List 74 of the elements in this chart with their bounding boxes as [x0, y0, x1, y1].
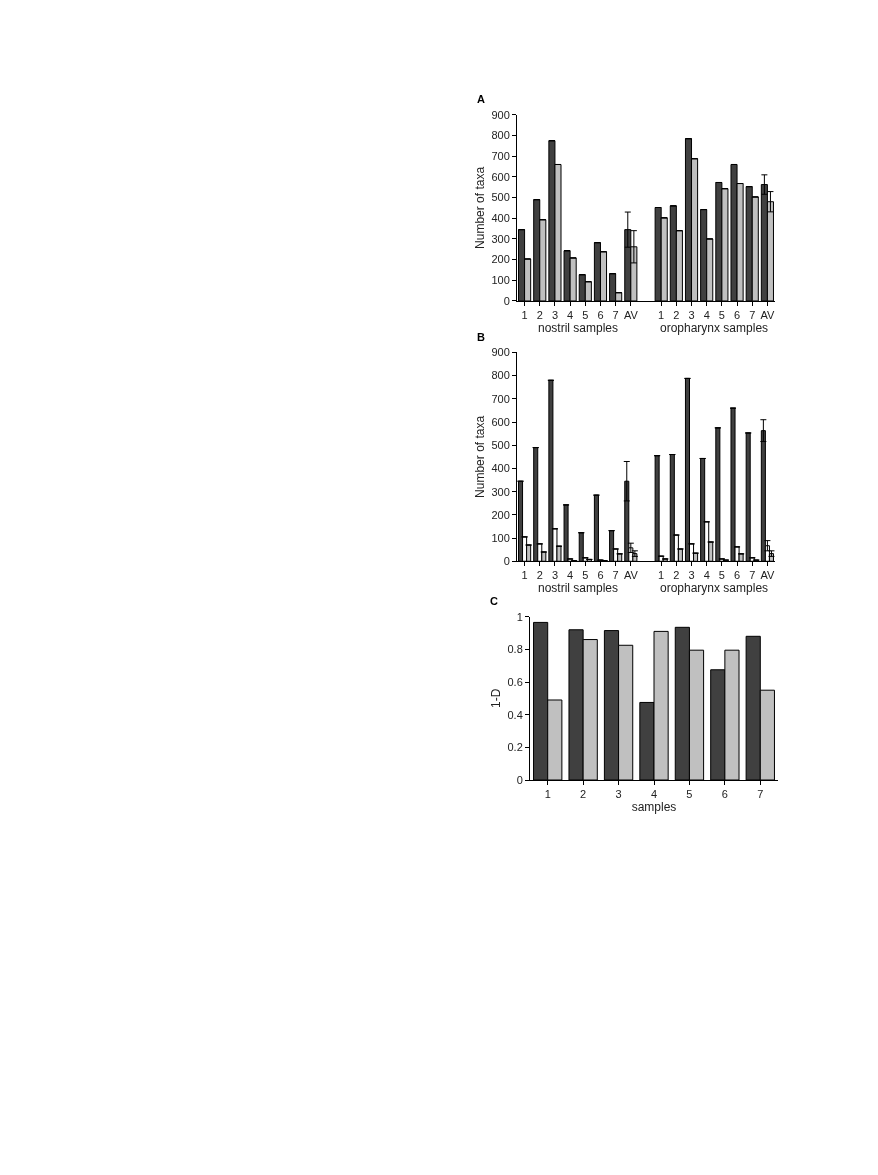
y-tick-label: 600 — [491, 170, 510, 183]
y-tick-label: 0.8 — [507, 643, 523, 656]
x-tick-label: 3 — [551, 309, 558, 322]
text: oropharynx samples — [660, 581, 769, 595]
x-tick-label: 4 — [703, 569, 710, 582]
x-tick-label: 6 — [597, 569, 604, 582]
x-tick-label: 2 — [673, 309, 680, 322]
x-tick-label: 7 — [749, 309, 756, 322]
y-tick-label: 300 — [491, 232, 510, 245]
x-tick-label: 2 — [536, 569, 543, 582]
x-tick-label: 4 — [703, 309, 710, 322]
x-tick-label: AV — [760, 569, 775, 582]
chart-title: C — [490, 595, 498, 607]
y-tick-label: 0 — [516, 773, 523, 786]
y-tick-label: 800 — [491, 369, 510, 382]
y-tick-label: 300 — [491, 485, 510, 498]
y-tick-label: 500 — [491, 439, 510, 452]
y-tick-label: 400 — [491, 212, 510, 225]
x-tick-label: 4 — [567, 569, 574, 582]
x-tick-label: 6 — [597, 309, 604, 322]
chart-title: A — [477, 93, 485, 105]
x-tick-label: 6 — [734, 569, 741, 582]
y-axis-title: 1-D — [488, 688, 503, 709]
text: oropharynx samples — [660, 321, 769, 335]
y-tick-label: 0 — [503, 555, 510, 568]
x-tick-label: AV — [623, 309, 639, 322]
y-tick-label: 700 — [491, 150, 510, 163]
y-tick-label: 0.6 — [507, 675, 523, 688]
x-tick-label: 2 — [536, 309, 543, 322]
x-tick-label: 5 — [718, 309, 725, 322]
y-tick-label: 800 — [491, 129, 510, 142]
x-tick-label: 4 — [567, 309, 574, 322]
y-tick-label: 700 — [491, 392, 510, 405]
x-tick-label: 1 — [658, 569, 665, 582]
y-tick-label: 600 — [491, 415, 510, 428]
y-tick-label: 200 — [491, 508, 510, 521]
x-tick-label: 7 — [612, 309, 619, 322]
y-tick-label: 100 — [491, 531, 510, 544]
x-tick-label: 1 — [658, 309, 665, 322]
x-tick-label: 7 — [612, 569, 619, 582]
y-axis-title: Number of taxa — [472, 415, 487, 498]
x-tick-label: AV — [760, 309, 775, 322]
x-tick-label: 6 — [721, 788, 728, 801]
x-tick-label: 5 — [582, 569, 589, 582]
x-tick-label: 1 — [544, 788, 551, 801]
x-tick-label: 4 — [650, 788, 658, 801]
x-tick-label: 5 — [686, 788, 693, 801]
x-tick-label: 6 — [734, 309, 741, 322]
y-tick-label: 400 — [491, 462, 510, 475]
y-tick-label: 900 — [491, 346, 510, 359]
x-tick-label: 5 — [718, 569, 725, 582]
y-tick-label: 1 — [516, 610, 523, 623]
x-axis-title: samples — [631, 800, 677, 815]
text: nostril samples — [538, 321, 619, 335]
x-tick-label: 3 — [615, 788, 622, 801]
x-tick-label: 3 — [551, 569, 558, 582]
x-tick-label: 3 — [688, 309, 695, 322]
x-tick-label: AV — [623, 569, 639, 582]
y-tick-label: 900 — [491, 108, 510, 121]
y-tick-label: 500 — [491, 191, 510, 204]
y-tick-label: 200 — [491, 253, 510, 266]
x-tick-label: 3 — [688, 569, 695, 582]
y-tick-label: 0.2 — [507, 741, 523, 754]
y-tick-label: 100 — [491, 274, 510, 287]
y-axis-title: Number of taxa — [472, 166, 487, 249]
y-tick-label: 0.4 — [507, 708, 523, 721]
x-tick-label: 2 — [673, 569, 680, 582]
x-tick-label: 7 — [757, 788, 764, 801]
x-tick-label: 5 — [582, 309, 589, 322]
y-tick-label: 0 — [503, 294, 510, 307]
text: nostril samples — [538, 581, 619, 595]
x-tick-label: 2 — [580, 788, 587, 801]
x-tick-label: 7 — [749, 569, 756, 582]
chart-title: B — [477, 331, 485, 343]
